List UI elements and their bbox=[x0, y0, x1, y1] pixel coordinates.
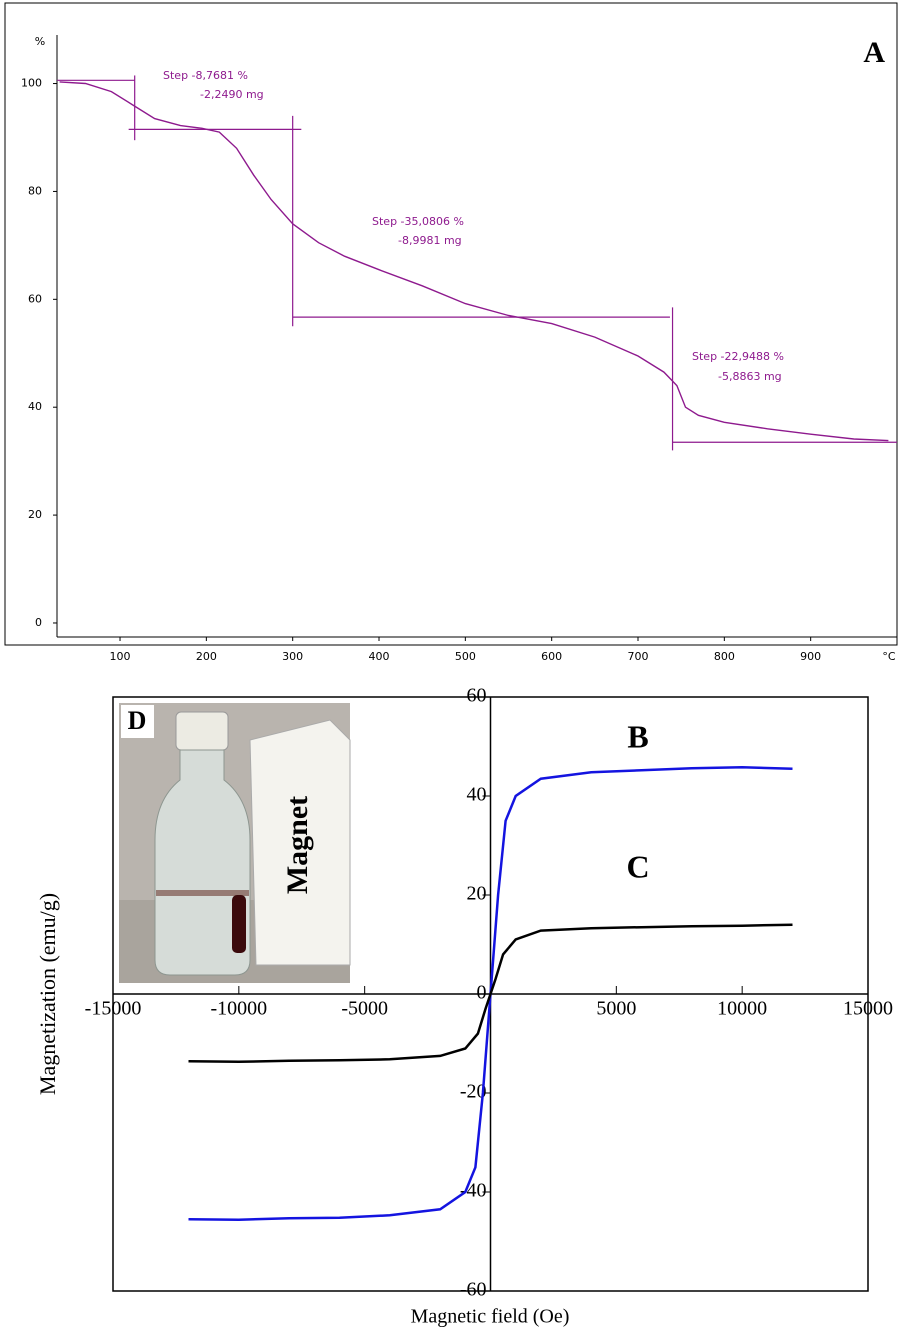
liquid-line bbox=[156, 890, 249, 896]
particles bbox=[232, 895, 246, 953]
step-annotation: -5,8863 mg bbox=[718, 370, 782, 383]
y-tick-label: 80 bbox=[28, 184, 42, 197]
x-tick-label: -5000 bbox=[341, 998, 388, 1020]
y-tick-label: 60 bbox=[467, 685, 487, 707]
y-tick-label: 20 bbox=[28, 508, 42, 521]
y-tick-label: -40 bbox=[460, 1180, 487, 1202]
x-tick-label: 5000 bbox=[596, 998, 636, 1020]
y-axis-label: Magnetization (emu/g) bbox=[35, 893, 60, 1095]
step-annotation: -2,2490 mg bbox=[200, 88, 264, 101]
step-annotation: Step -35,0806 % bbox=[372, 215, 464, 228]
x-axis-label: Magnetic field (Oe) bbox=[411, 1306, 570, 1328]
bottle-cap bbox=[175, 711, 229, 751]
x-tick-label: 700 bbox=[628, 650, 649, 663]
y-tick-label: 100 bbox=[21, 77, 42, 90]
x-tick-label: 400 bbox=[369, 650, 390, 663]
y-tick-label: 20 bbox=[467, 883, 487, 905]
series-label: B bbox=[627, 718, 648, 754]
step-annotation: Step -8,7681 % bbox=[163, 69, 248, 82]
x-tick-label: 900 bbox=[800, 650, 821, 663]
x-tick-label: 15000 bbox=[843, 998, 893, 1020]
y-unit: % bbox=[35, 35, 45, 48]
x-tick-label: 100 bbox=[110, 650, 131, 663]
y-tick-label: 40 bbox=[467, 784, 487, 806]
x-tick-label: 500 bbox=[455, 650, 476, 663]
data-line bbox=[59, 81, 889, 442]
x-tick-label: -10000 bbox=[210, 998, 267, 1020]
x-tick-label: 200 bbox=[196, 650, 217, 663]
inset-label-box bbox=[121, 705, 154, 738]
x-tick-label: 800 bbox=[714, 650, 735, 663]
x-tick-label: 300 bbox=[282, 650, 303, 663]
y-tick-label: 40 bbox=[28, 400, 42, 413]
panel-label: A bbox=[863, 36, 885, 69]
y-tick-label: 0 bbox=[477, 982, 487, 1004]
magnetization-chart: D Magnet Magnetic field (Oe) Magnetizati… bbox=[35, 685, 893, 1328]
x-tick-label: 10000 bbox=[717, 998, 767, 1020]
x-tick-label: -15000 bbox=[85, 998, 142, 1020]
inset-photo: D Magnet bbox=[119, 703, 351, 983]
y-tick-label: -20 bbox=[460, 1081, 487, 1103]
magnet-text: Magnet bbox=[281, 796, 314, 894]
step-annotation: -8,9981 mg bbox=[398, 234, 462, 247]
x-unit: °C bbox=[882, 650, 896, 663]
panel-a-frame bbox=[4, 2, 898, 646]
series-label: C bbox=[626, 848, 649, 884]
y-tick-label: 60 bbox=[28, 292, 42, 305]
y-tick-label: 0 bbox=[35, 616, 42, 629]
data-line bbox=[188, 923, 793, 1064]
inset-label: D bbox=[128, 706, 147, 735]
magnet-box bbox=[249, 719, 351, 966]
tga-chart: A % °C 0 20 40 60 80 100 100 200 300 400 500 600 700… bbox=[21, 35, 897, 663]
bottle bbox=[154, 749, 251, 976]
x-tick-label: 600 bbox=[541, 650, 562, 663]
step-annotation: Step -22,9488 % bbox=[692, 350, 784, 363]
y-tick-label: -60 bbox=[460, 1279, 487, 1301]
